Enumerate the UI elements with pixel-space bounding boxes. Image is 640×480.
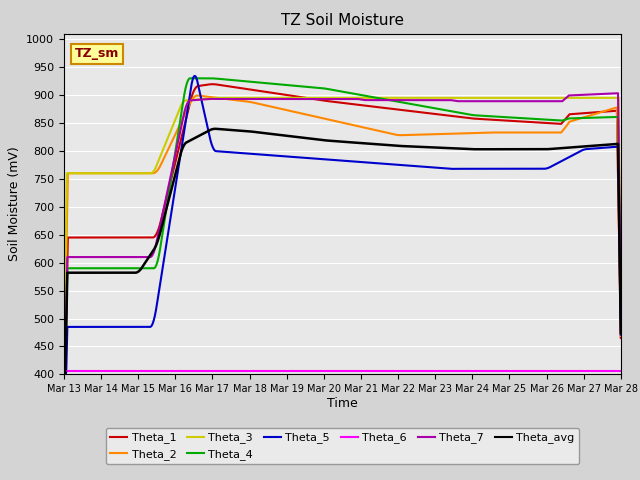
- Theta_7: [117, 254, 125, 260]
- Theta_2: [495, 130, 502, 135]
- Theta_7: [504, 98, 512, 104]
- Theta_3: [286, 95, 294, 101]
- Theta_4: [186, 75, 194, 81]
- Theta_5: [617, 332, 625, 337]
- Theta_4: [286, 83, 294, 88]
- Theta_2: [443, 131, 451, 137]
- Theta_3: [117, 170, 125, 176]
- Theta_2: [60, 369, 68, 374]
- Theta_7: [614, 90, 622, 96]
- Theta_avg: [211, 126, 219, 132]
- Theta_4: [60, 372, 68, 377]
- Theta_6: [60, 368, 68, 374]
- Theta_2: [617, 333, 625, 339]
- Theta_avg: [306, 136, 314, 142]
- Theta_1: [443, 113, 451, 119]
- Theta_avg: [117, 270, 125, 276]
- Theta_5: [191, 73, 199, 79]
- Theta_4: [117, 265, 125, 271]
- Theta_1: [495, 117, 502, 123]
- Text: TZ_sm: TZ_sm: [75, 48, 120, 60]
- Line: Theta_1: Theta_1: [64, 84, 621, 374]
- Theta_3: [617, 295, 625, 301]
- Theta_2: [117, 170, 125, 176]
- Line: Theta_7: Theta_7: [64, 93, 621, 374]
- Theta_7: [442, 97, 450, 103]
- Theta_avg: [286, 133, 294, 139]
- X-axis label: Time: Time: [327, 397, 358, 410]
- Theta_6: [305, 368, 313, 374]
- Theta_6: [504, 368, 512, 374]
- Theta_5: [306, 156, 314, 161]
- Theta_1: [286, 93, 294, 98]
- Theta_3: [505, 95, 513, 101]
- Theta_7: [494, 98, 502, 104]
- Theta_7: [305, 96, 313, 102]
- Theta_1: [209, 81, 216, 87]
- Theta_4: [306, 84, 314, 90]
- Theta_1: [60, 372, 68, 377]
- Line: Theta_3: Theta_3: [64, 98, 621, 374]
- Theta_3: [306, 95, 314, 101]
- Theta_6: [442, 368, 450, 374]
- Line: Theta_5: Theta_5: [64, 76, 621, 374]
- Title: TZ Soil Moisture: TZ Soil Moisture: [281, 13, 404, 28]
- Theta_2: [306, 112, 314, 118]
- Theta_2: [286, 108, 294, 114]
- Theta_5: [495, 166, 502, 172]
- Theta_6: [617, 368, 625, 374]
- Y-axis label: Soil Moisture (mV): Soil Moisture (mV): [8, 146, 20, 262]
- Theta_3: [495, 95, 502, 101]
- Theta_7: [60, 372, 68, 377]
- Theta_avg: [505, 146, 513, 152]
- Legend: Theta_1, Theta_2, Theta_3, Theta_4, Theta_5, Theta_6, Theta_7, Theta_avg: Theta_1, Theta_2, Theta_3, Theta_4, Thet…: [106, 428, 579, 464]
- Theta_5: [505, 166, 513, 172]
- Theta_5: [60, 372, 68, 377]
- Theta_1: [617, 335, 625, 341]
- Theta_2: [194, 93, 202, 98]
- Line: Theta_avg: Theta_avg: [64, 129, 621, 374]
- Theta_avg: [495, 146, 502, 152]
- Theta_2: [505, 130, 513, 135]
- Theta_3: [212, 95, 220, 101]
- Theta_3: [60, 372, 68, 377]
- Theta_avg: [60, 372, 68, 377]
- Theta_avg: [443, 145, 451, 151]
- Theta_4: [505, 114, 513, 120]
- Theta_avg: [617, 330, 625, 336]
- Theta_7: [617, 300, 625, 306]
- Theta_4: [495, 114, 502, 120]
- Line: Theta_4: Theta_4: [64, 78, 621, 374]
- Theta_4: [443, 108, 451, 113]
- Line: Theta_2: Theta_2: [64, 96, 621, 372]
- Theta_4: [617, 314, 625, 320]
- Theta_6: [117, 368, 125, 374]
- Theta_3: [443, 95, 451, 101]
- Theta_1: [117, 235, 125, 240]
- Theta_7: [285, 96, 293, 102]
- Theta_1: [505, 118, 513, 123]
- Theta_1: [306, 96, 314, 101]
- Theta_5: [443, 166, 451, 171]
- Theta_5: [286, 154, 294, 159]
- Theta_5: [117, 324, 125, 330]
- Theta_6: [494, 368, 502, 374]
- Theta_6: [285, 368, 293, 374]
